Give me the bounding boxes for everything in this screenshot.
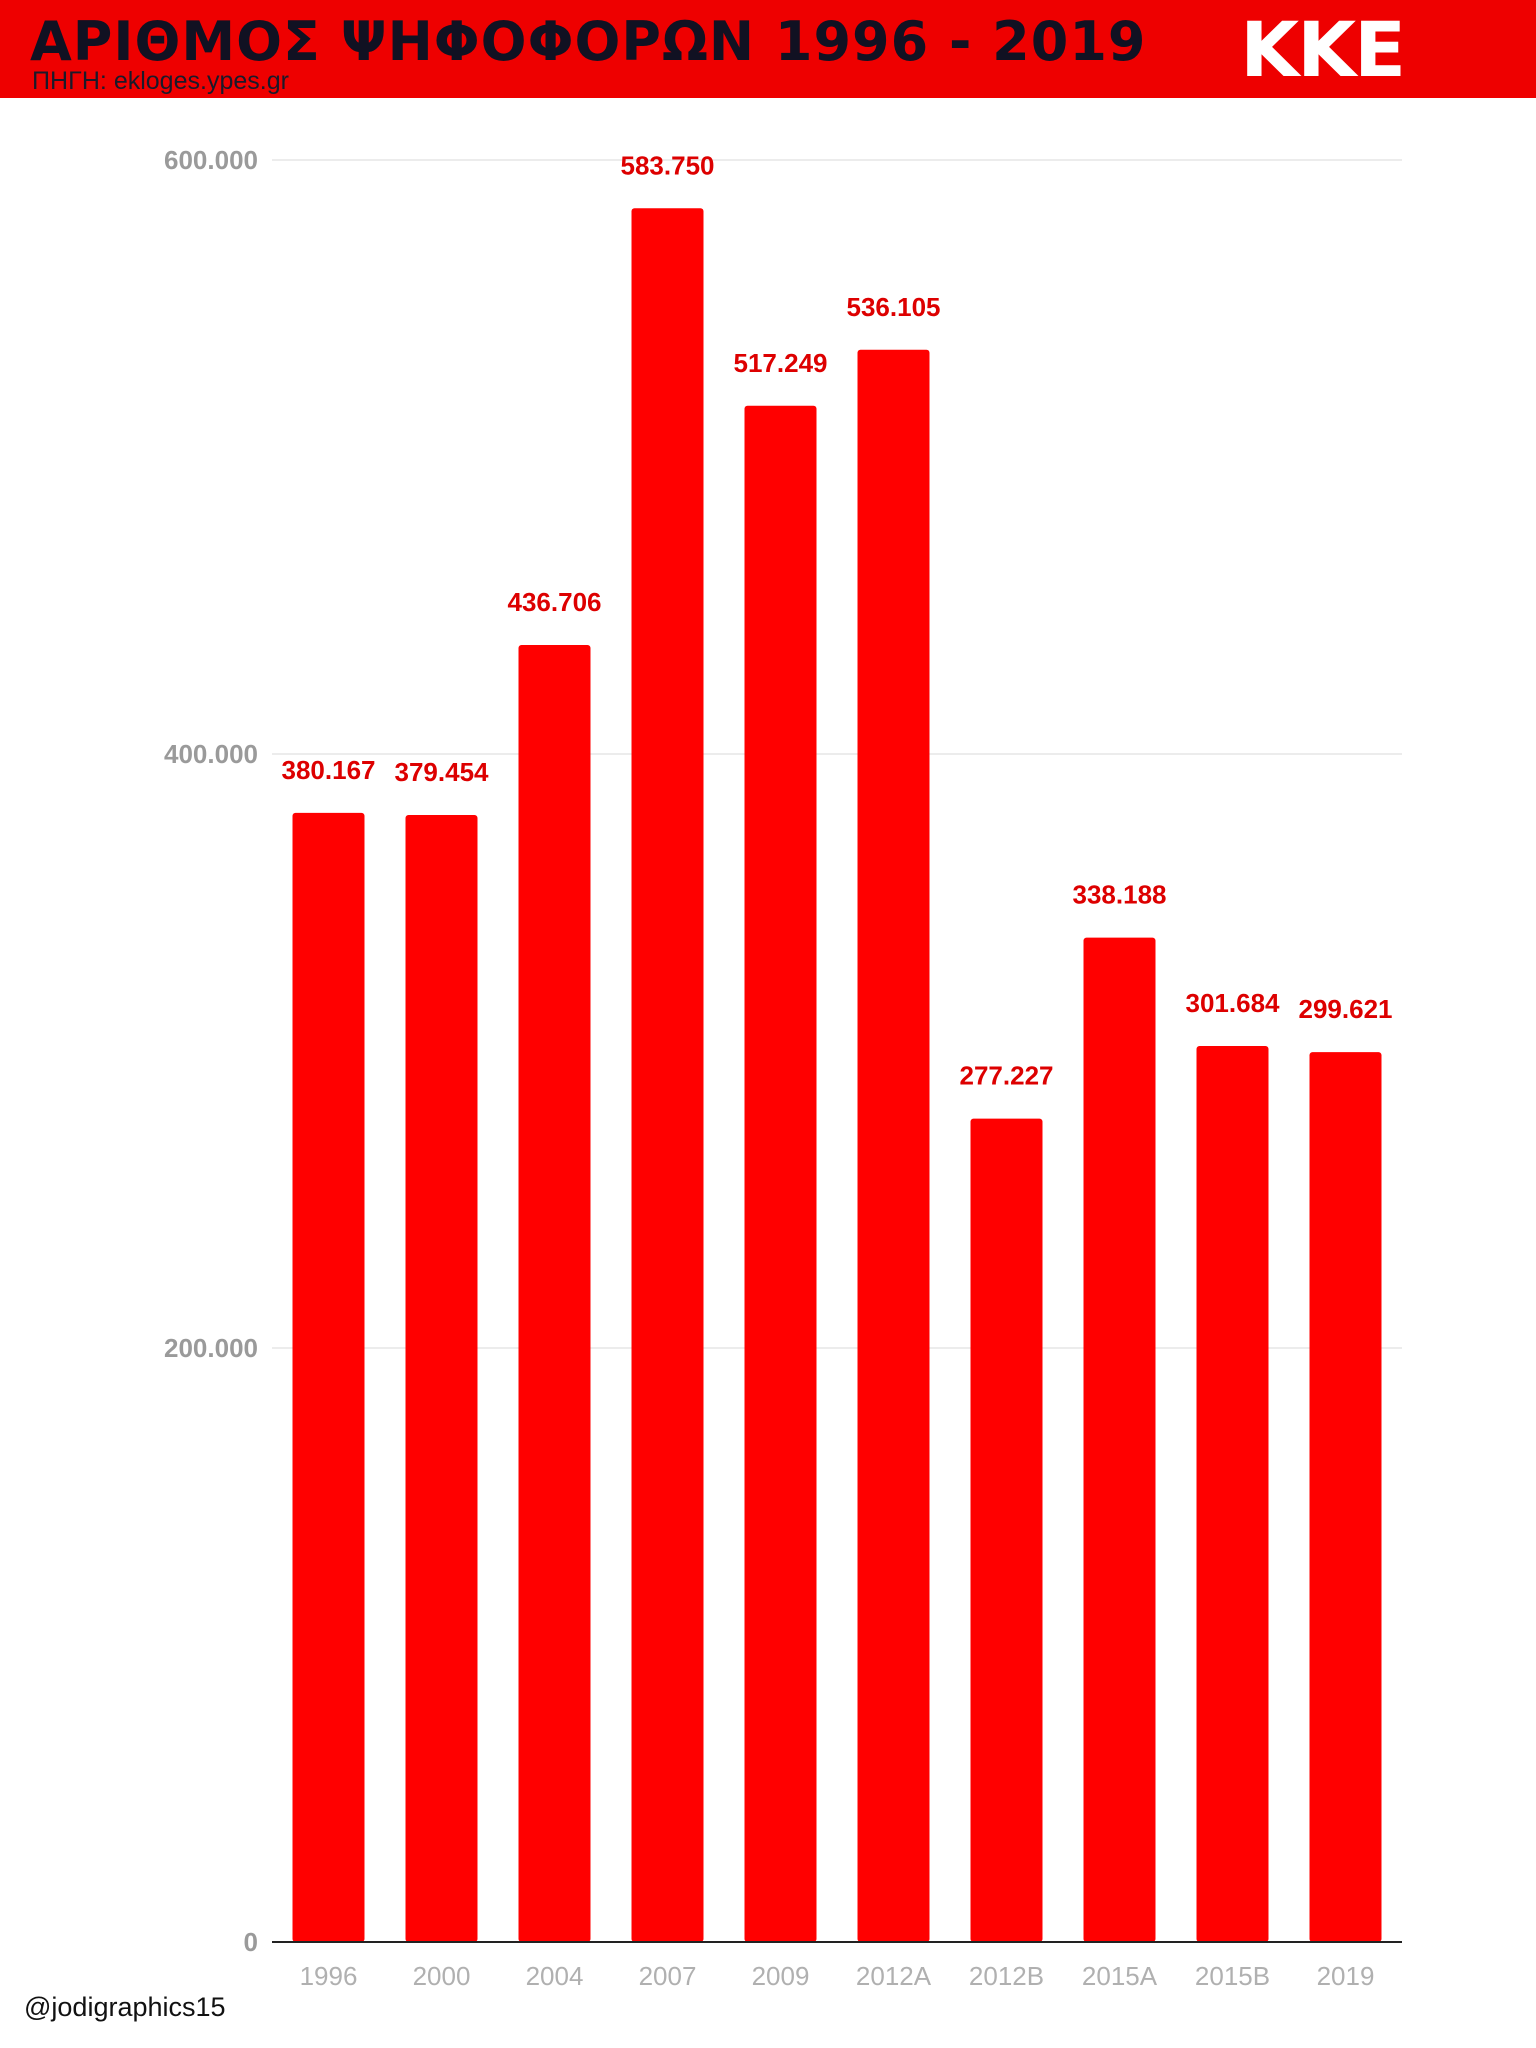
- x-tick-label-2012B: 2012B: [969, 1961, 1044, 1991]
- data-label-2015B: 301.684: [1186, 988, 1281, 1018]
- x-tick-label-2015A: 2015A: [1082, 1961, 1158, 1991]
- title-banner: [0, 0, 1536, 98]
- bar-2007: [631, 208, 704, 1943]
- data-label-2004: 436.706: [508, 587, 602, 617]
- data-label-2015A: 338.188: [1073, 880, 1167, 910]
- bar-2000: [405, 815, 478, 1942]
- x-tick-label-2015B: 2015B: [1195, 1961, 1270, 1991]
- bar-1996: [292, 812, 365, 1942]
- y-tick-label: 200.000: [164, 1333, 258, 1363]
- bar-2019: [1309, 1052, 1382, 1942]
- x-tick-label-2009: 2009: [752, 1961, 810, 1991]
- data-label-2012B: 277.227: [960, 1061, 1054, 1091]
- data-label-2009: 517.249: [734, 348, 828, 378]
- bar-2004: [518, 644, 591, 1942]
- bars: [292, 208, 1382, 1943]
- author-credit: @jodigraphics15: [24, 1992, 226, 2022]
- x-tick-label-1996: 1996: [300, 1961, 358, 1991]
- bar-2009: [744, 405, 817, 1942]
- data-labels: 380.167 379.454 436.706 583.750 517.249 536.1…: [282, 150, 1393, 1090]
- bar-2012B: [970, 1118, 1043, 1942]
- data-label-1996: 380.167: [282, 755, 376, 785]
- party-logo: ΚΚΕ: [1240, 5, 1406, 94]
- x-tick-label-2012A: 2012A: [856, 1961, 932, 1991]
- y-axis-ticks: 0 200.000 400.000 600.000: [164, 145, 258, 1957]
- data-label-2000: 379.454: [395, 757, 490, 787]
- y-tick-label: 600.000: [164, 145, 258, 175]
- bar-2015B: [1196, 1045, 1269, 1942]
- y-tick-label: 0: [244, 1927, 258, 1957]
- bar-2012A: [857, 349, 930, 1942]
- data-label-2012A: 536.105: [847, 292, 941, 322]
- data-label-2019: 299.621: [1299, 994, 1393, 1024]
- bar-2015A: [1083, 937, 1156, 1942]
- x-tick-label-2004: 2004: [526, 1961, 584, 1991]
- data-label-2007: 583.750: [621, 150, 715, 180]
- y-tick-label: 400.000: [164, 739, 258, 769]
- x-tick-label-2007: 2007: [639, 1961, 697, 1991]
- x-tick-label-2019: 2019: [1317, 1961, 1375, 1991]
- source-note: ΠΗΓΗ: ekloges.ypes.gr: [32, 67, 289, 95]
- x-axis-ticks: 1996 2000 2004 2007 2009 2012A 2012B 2015A 2015B…: [300, 1961, 1375, 1991]
- x-tick-label-2000: 2000: [413, 1961, 471, 1991]
- chart-title: ΑΡΙΘΜΟΣ ΨΗΦΟΦΟΡΩΝ 1996 - 2019: [30, 10, 1147, 73]
